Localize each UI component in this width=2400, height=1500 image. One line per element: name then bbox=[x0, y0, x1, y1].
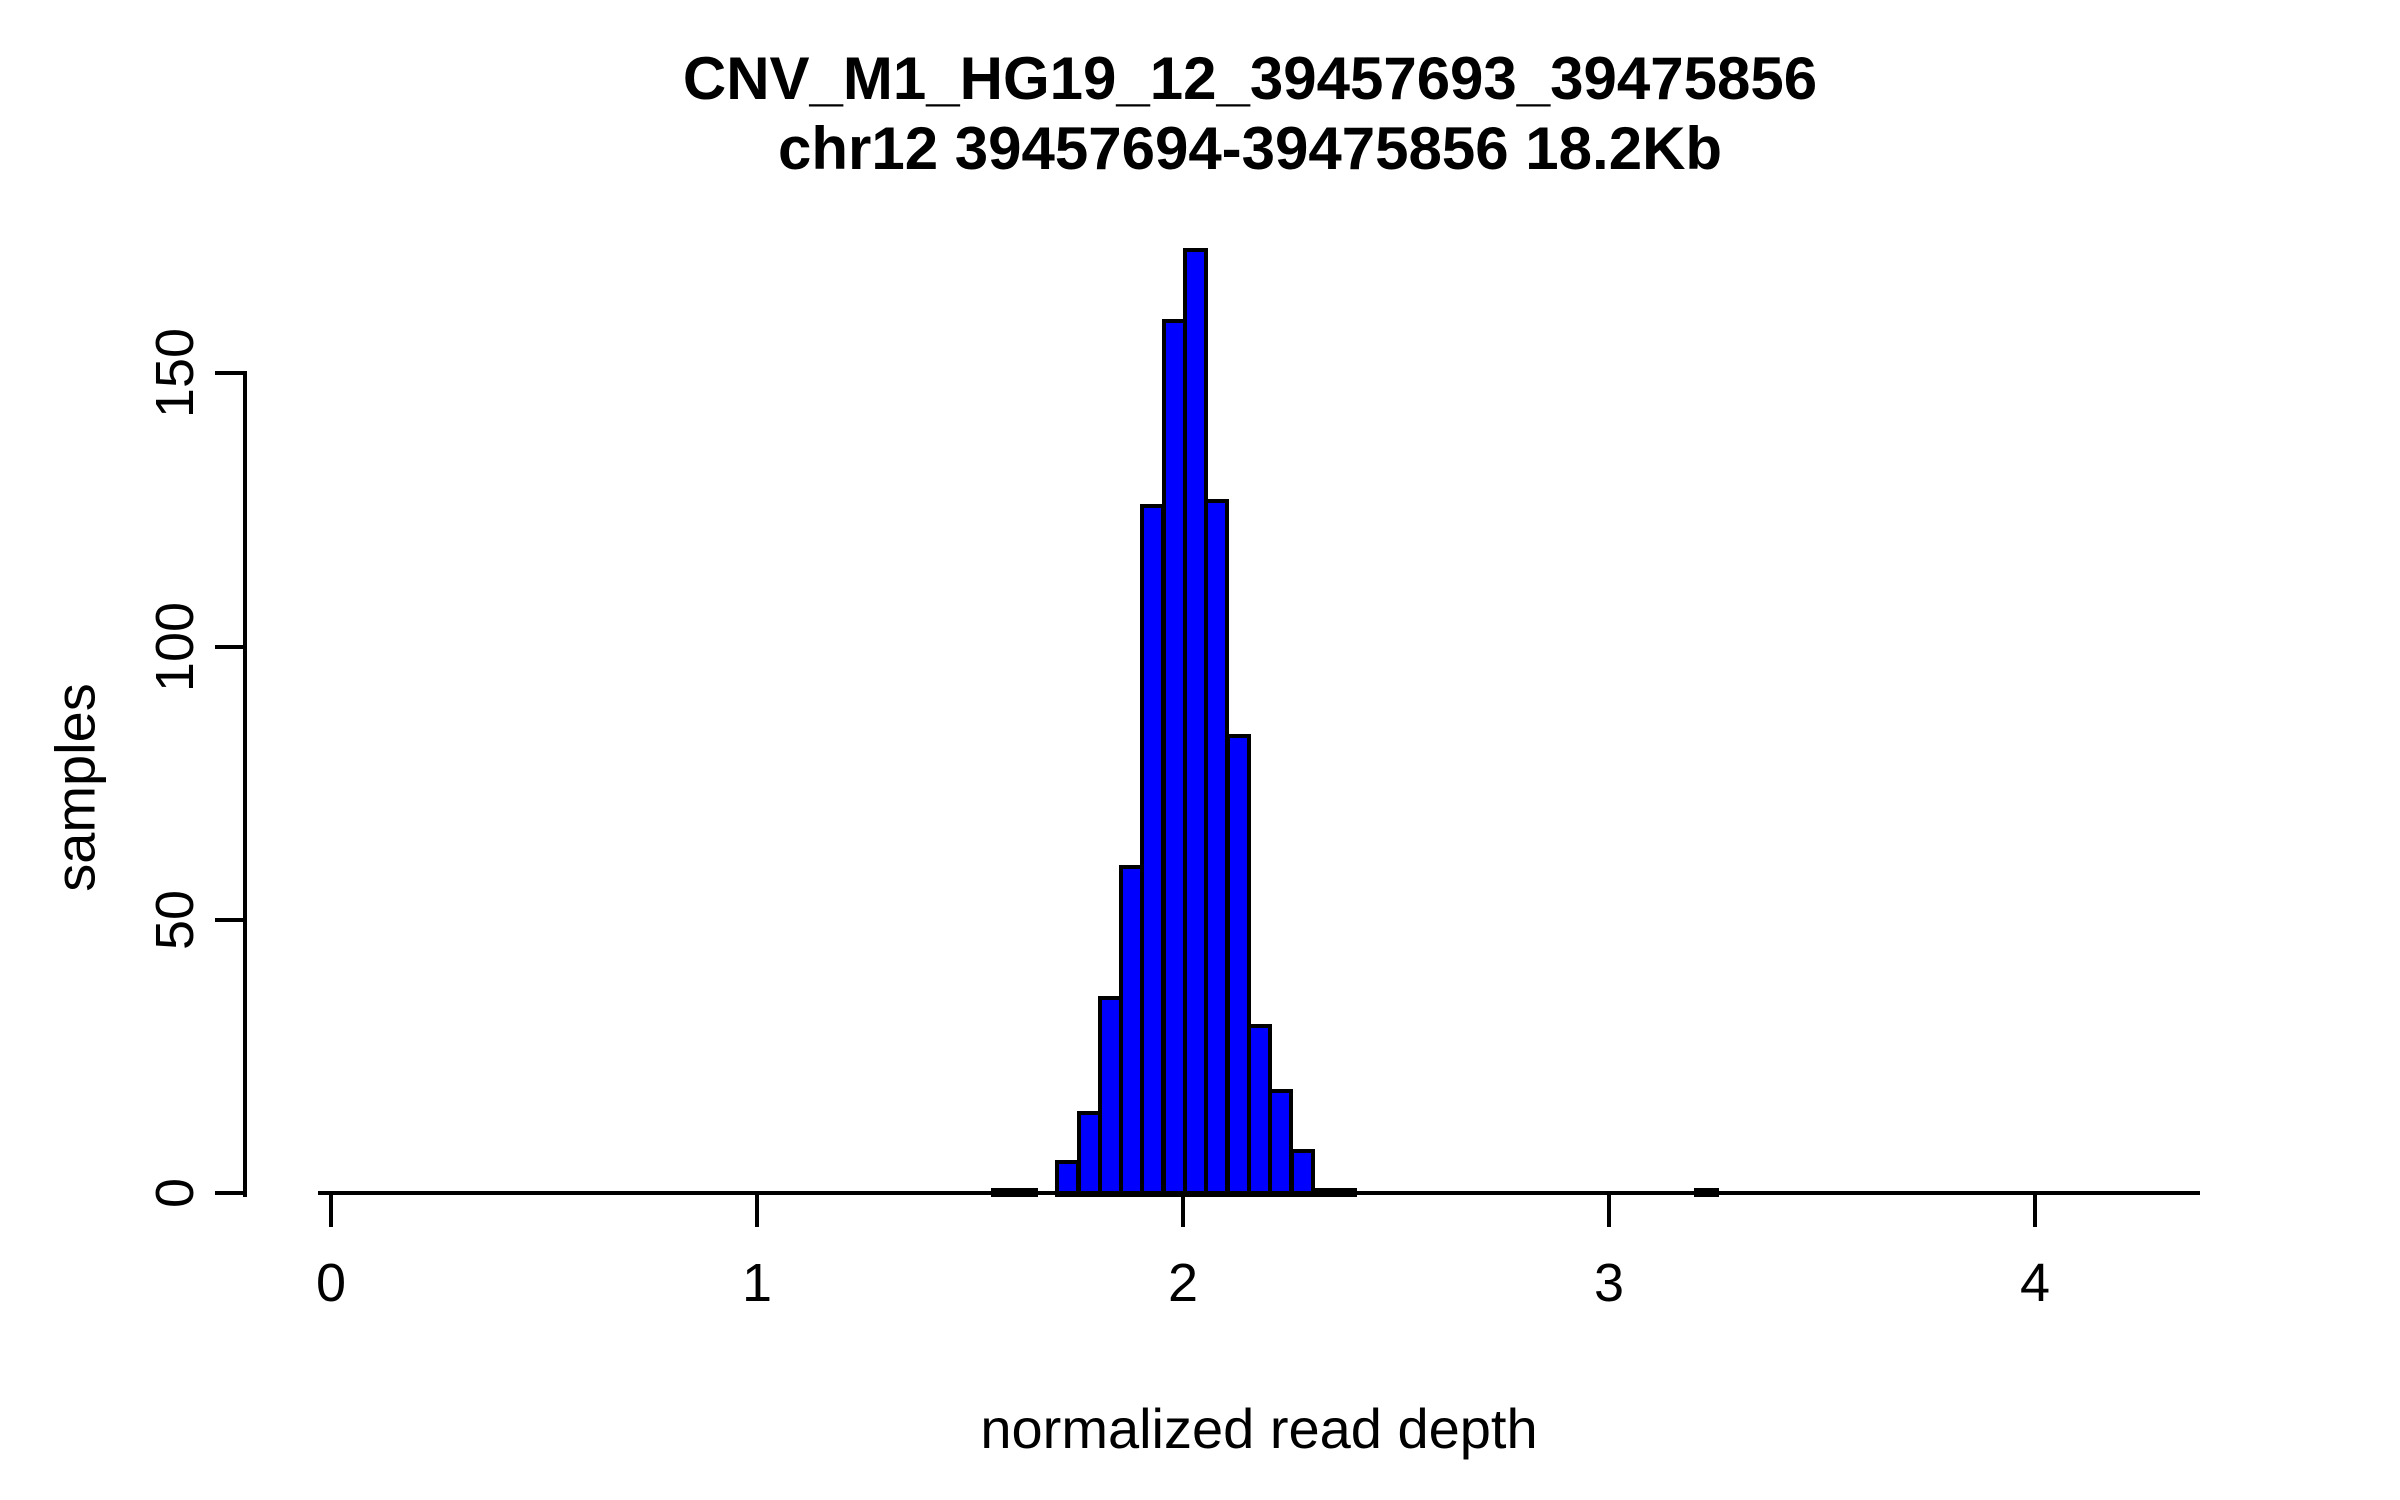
x-axis-line bbox=[318, 1191, 2200, 1195]
y-axis-tick-label: 0 bbox=[145, 1177, 205, 1209]
x-axis-tick bbox=[1181, 1195, 1185, 1227]
y-axis-tick bbox=[215, 1191, 243, 1195]
x-axis-tick-label: 1 bbox=[741, 1253, 773, 1313]
x-axis-tick-label: 2 bbox=[1167, 1253, 1199, 1313]
x-axis-tick bbox=[329, 1195, 333, 1227]
y-axis-title: samples bbox=[43, 683, 107, 892]
y-axis-tick-label: 100 bbox=[145, 601, 205, 693]
histogram-bar bbox=[1204, 499, 1229, 1197]
chart-title-line-1: CNV_M1_HG19_12_39457693_39475856 bbox=[682, 45, 1818, 112]
y-axis-tick-label: 150 bbox=[145, 327, 205, 419]
y-axis-tick bbox=[215, 371, 243, 375]
x-axis-tick bbox=[755, 1195, 759, 1227]
x-axis-tick-label: 4 bbox=[2019, 1253, 2051, 1313]
x-axis-tick-label: 3 bbox=[1593, 1253, 1625, 1313]
chart-title-line-2: chr12 39457694-39475856 18.2Kb bbox=[777, 115, 1723, 182]
chart-title: CNV_M1_HG19_12_39457693_39475856 chr12 3… bbox=[250, 44, 2250, 184]
y-axis-line bbox=[243, 371, 247, 1197]
x-axis-tick-label: 0 bbox=[315, 1253, 347, 1313]
x-axis-title: normalized read depth bbox=[980, 1397, 1538, 1460]
x-axis-tick bbox=[2033, 1195, 2037, 1227]
histogram-bar bbox=[1290, 1149, 1315, 1197]
y-axis-tick bbox=[215, 918, 243, 922]
x-axis-tick bbox=[1607, 1195, 1611, 1227]
y-axis-tick bbox=[215, 645, 243, 649]
histogram-bar bbox=[1268, 1089, 1293, 1197]
y-axis-tick-label: 50 bbox=[145, 889, 205, 951]
histogram-bar bbox=[1226, 734, 1251, 1197]
